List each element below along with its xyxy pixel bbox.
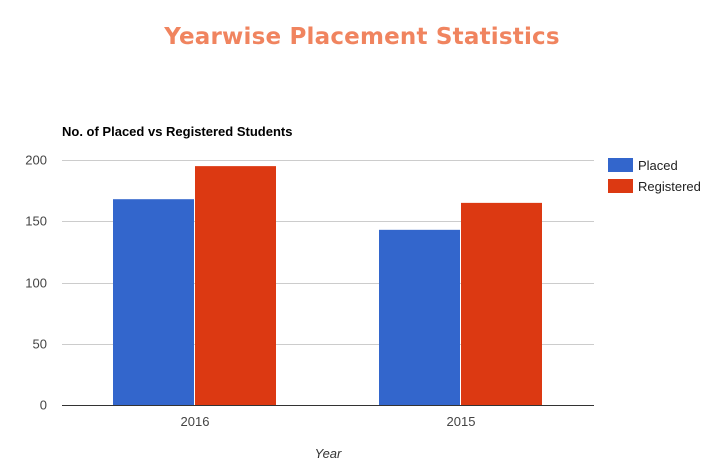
- y-tick-label: 0: [40, 398, 47, 413]
- y-tick-label: 50: [33, 337, 47, 352]
- legend: Placed Registered: [608, 158, 701, 194]
- bar-placed-2016: [113, 199, 194, 405]
- x-tick-label: 2016: [181, 414, 210, 429]
- legend-label-registered: Registered: [638, 179, 701, 194]
- page-title: Yearwise Placement Statistics: [164, 24, 560, 50]
- legend-label-placed: Placed: [638, 158, 678, 173]
- legend-swatch-registered: [608, 179, 633, 193]
- bar-registered-2015: [461, 202, 542, 405]
- axes: 0 50 100 150 200 2016 2015: [25, 153, 594, 429]
- y-tick-label: 100: [25, 276, 47, 291]
- y-tick-label: 200: [25, 153, 47, 168]
- chart-title: No. of Placed vs Registered Students: [62, 124, 293, 139]
- x-tick-label: 2015: [447, 414, 476, 429]
- y-tick-label: 150: [25, 214, 47, 229]
- bars: [113, 166, 542, 405]
- bar-placed-2015: [379, 229, 460, 405]
- legend-swatch-placed: [608, 158, 633, 172]
- bar-registered-2016: [195, 166, 276, 405]
- x-axis-title: Year: [315, 446, 342, 461]
